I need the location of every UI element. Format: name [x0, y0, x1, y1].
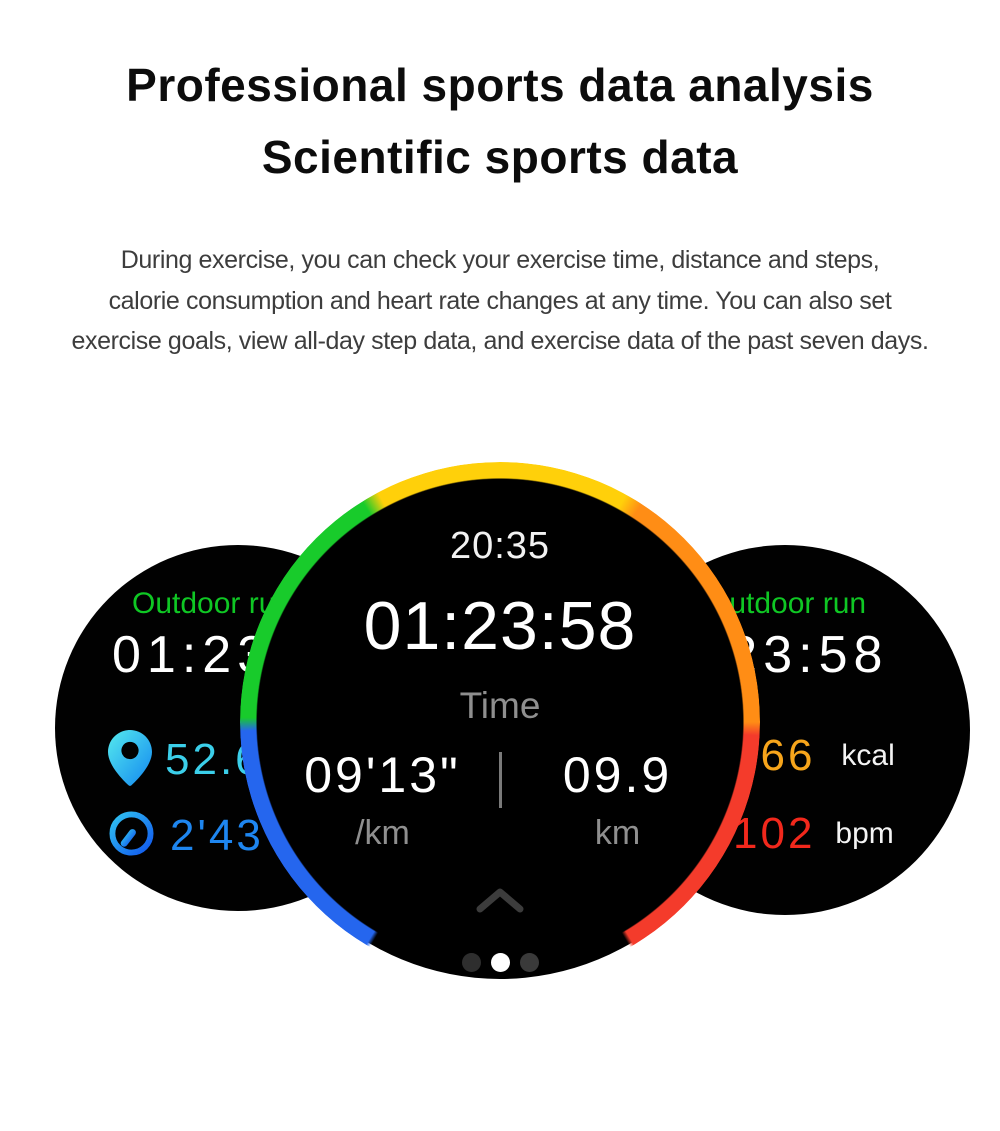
pagination-dots[interactable] — [243, 953, 757, 972]
description-line-3: exercise goals, view all-day step data, … — [71, 327, 929, 355]
page-title-line1: Professional sports data analysis — [126, 59, 874, 111]
status-clock: 20:35 — [449, 525, 551, 567]
chevron-up-icon[interactable] — [243, 886, 757, 919]
distance-unit: km — [594, 814, 641, 852]
description-line-1: During exercise, you can check your exer… — [120, 246, 880, 274]
pace-metric: 09'13" /km — [267, 746, 499, 853]
pace-value: 09'13" — [304, 747, 461, 803]
location-pin-icon — [107, 729, 153, 791]
watch-center-content: 20:35 01:23:58 Time 09'13" /km 09.9 km — [243, 465, 757, 979]
pace-unit: /km — [355, 814, 410, 852]
heart-rate-row: 102 bpm — [733, 809, 894, 859]
distance-metric: 09.9 km — [502, 746, 734, 853]
page-dot-2-active[interactable] — [490, 953, 510, 972]
metrics-row: 09'13" /km 09.9 km — [243, 746, 757, 853]
distance-value: 09.9 — [562, 747, 673, 803]
page-title-line2: Scientific sports data — [261, 131, 739, 183]
page-dot-3[interactable] — [519, 953, 539, 972]
calories-unit: kcal — [841, 739, 895, 772]
calories-row: 566 kcal — [733, 731, 895, 781]
page-dot-1[interactable] — [461, 953, 481, 972]
description-line-2: calorie consumption and heart rate chang… — [108, 287, 892, 315]
duration-value: 01:23:58 — [363, 588, 637, 664]
heart-rate-unit: bpm — [835, 817, 894, 850]
stopwatch-icon — [109, 811, 154, 861]
distance-row: 52.6 — [107, 729, 263, 791]
duration-label: Time — [459, 685, 541, 726]
